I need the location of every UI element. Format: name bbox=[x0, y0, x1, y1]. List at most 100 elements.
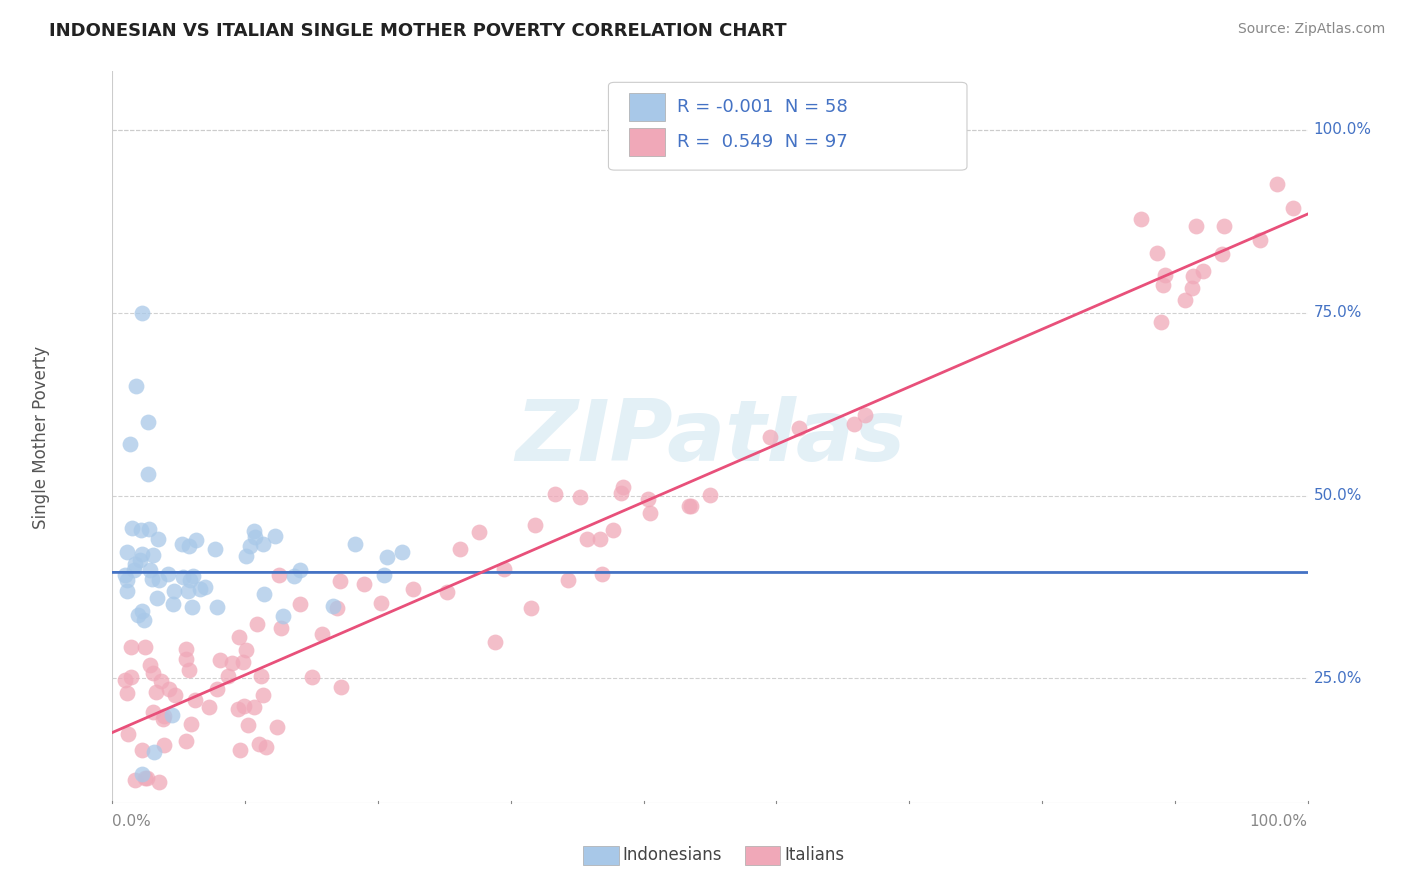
Point bbox=[205, 681, 228, 696]
Point bbox=[569, 490, 592, 504]
Text: 100.0%: 100.0% bbox=[1313, 122, 1372, 137]
Point bbox=[209, 653, 232, 667]
Point bbox=[602, 523, 624, 537]
Point bbox=[114, 673, 136, 688]
Point bbox=[146, 591, 169, 605]
Point bbox=[1154, 268, 1177, 282]
Point bbox=[129, 523, 152, 537]
Text: INDONESIAN VS ITALIAN SINGLE MOTHER POVERTY CORRELATION CHART: INDONESIAN VS ITALIAN SINGLE MOTHER POVE… bbox=[49, 22, 787, 40]
Point bbox=[217, 668, 239, 682]
Point bbox=[610, 485, 633, 500]
Point bbox=[172, 570, 194, 584]
Point bbox=[322, 599, 344, 613]
Point bbox=[120, 640, 142, 654]
Point bbox=[1265, 177, 1288, 191]
Point bbox=[576, 532, 599, 546]
Point bbox=[467, 524, 489, 539]
Point bbox=[142, 548, 165, 562]
Point bbox=[138, 522, 160, 536]
Point bbox=[245, 530, 267, 544]
Point bbox=[311, 627, 333, 641]
Point bbox=[153, 738, 176, 752]
Point bbox=[188, 582, 211, 596]
Text: 50.0%: 50.0% bbox=[1313, 488, 1362, 503]
Point bbox=[524, 517, 547, 532]
Point bbox=[373, 567, 395, 582]
Point bbox=[288, 597, 311, 611]
Point bbox=[1211, 246, 1233, 260]
Point bbox=[149, 673, 172, 688]
Text: R = -0.001  N = 58: R = -0.001 N = 58 bbox=[676, 98, 848, 116]
Point bbox=[121, 521, 143, 535]
Point bbox=[131, 604, 153, 618]
Point bbox=[787, 421, 810, 435]
Point bbox=[391, 545, 413, 559]
Point bbox=[344, 537, 367, 551]
Point bbox=[1181, 281, 1204, 295]
Point bbox=[120, 437, 142, 451]
Point bbox=[129, 552, 152, 566]
Point bbox=[141, 573, 163, 587]
Point bbox=[1130, 211, 1153, 226]
Point bbox=[139, 657, 162, 672]
Point bbox=[329, 574, 352, 588]
Point bbox=[165, 688, 187, 702]
Text: R =  0.549  N = 97: R = 0.549 N = 97 bbox=[676, 133, 848, 152]
Point bbox=[375, 550, 398, 565]
Point bbox=[235, 549, 257, 563]
Point bbox=[177, 584, 200, 599]
Point bbox=[520, 601, 543, 615]
Point bbox=[243, 524, 266, 538]
Point bbox=[143, 745, 166, 759]
Point bbox=[152, 712, 174, 726]
Point bbox=[591, 566, 613, 581]
Point bbox=[270, 621, 292, 635]
Point bbox=[134, 771, 156, 785]
Point bbox=[177, 539, 200, 553]
Text: 75.0%: 75.0% bbox=[1313, 305, 1362, 320]
Point bbox=[238, 718, 260, 732]
Text: 100.0%: 100.0% bbox=[1250, 814, 1308, 829]
Point bbox=[1192, 264, 1215, 278]
Point bbox=[640, 506, 662, 520]
Point bbox=[235, 643, 257, 657]
Point bbox=[115, 573, 138, 587]
Point bbox=[157, 566, 180, 581]
Point bbox=[145, 685, 167, 699]
Point bbox=[204, 542, 226, 557]
Point bbox=[853, 408, 876, 422]
Point bbox=[1185, 219, 1208, 234]
Point bbox=[484, 635, 506, 649]
Point bbox=[134, 640, 156, 654]
Point bbox=[330, 680, 353, 694]
Point bbox=[146, 533, 169, 547]
Point bbox=[142, 705, 165, 719]
Point bbox=[205, 600, 228, 615]
Point bbox=[162, 597, 184, 611]
Point bbox=[114, 568, 136, 582]
Point bbox=[1146, 246, 1168, 260]
Point bbox=[132, 613, 155, 627]
Text: Source: ZipAtlas.com: Source: ZipAtlas.com bbox=[1237, 22, 1385, 37]
Point bbox=[557, 574, 579, 588]
Point bbox=[115, 583, 138, 598]
Point bbox=[148, 774, 170, 789]
Point bbox=[179, 574, 201, 588]
Point bbox=[139, 563, 162, 577]
Point bbox=[246, 617, 269, 632]
Point bbox=[283, 569, 305, 583]
Point bbox=[180, 717, 202, 731]
Point bbox=[543, 487, 565, 501]
Point bbox=[678, 499, 700, 513]
Text: Italians: Italians bbox=[785, 846, 845, 863]
Point bbox=[699, 488, 721, 502]
Point bbox=[353, 577, 375, 591]
Point bbox=[254, 739, 277, 754]
Point bbox=[131, 743, 153, 757]
Point bbox=[124, 557, 146, 571]
Text: 25.0%: 25.0% bbox=[1313, 671, 1362, 686]
Point bbox=[177, 663, 200, 677]
Point bbox=[844, 417, 866, 431]
Point bbox=[239, 539, 262, 553]
Point bbox=[120, 670, 142, 684]
